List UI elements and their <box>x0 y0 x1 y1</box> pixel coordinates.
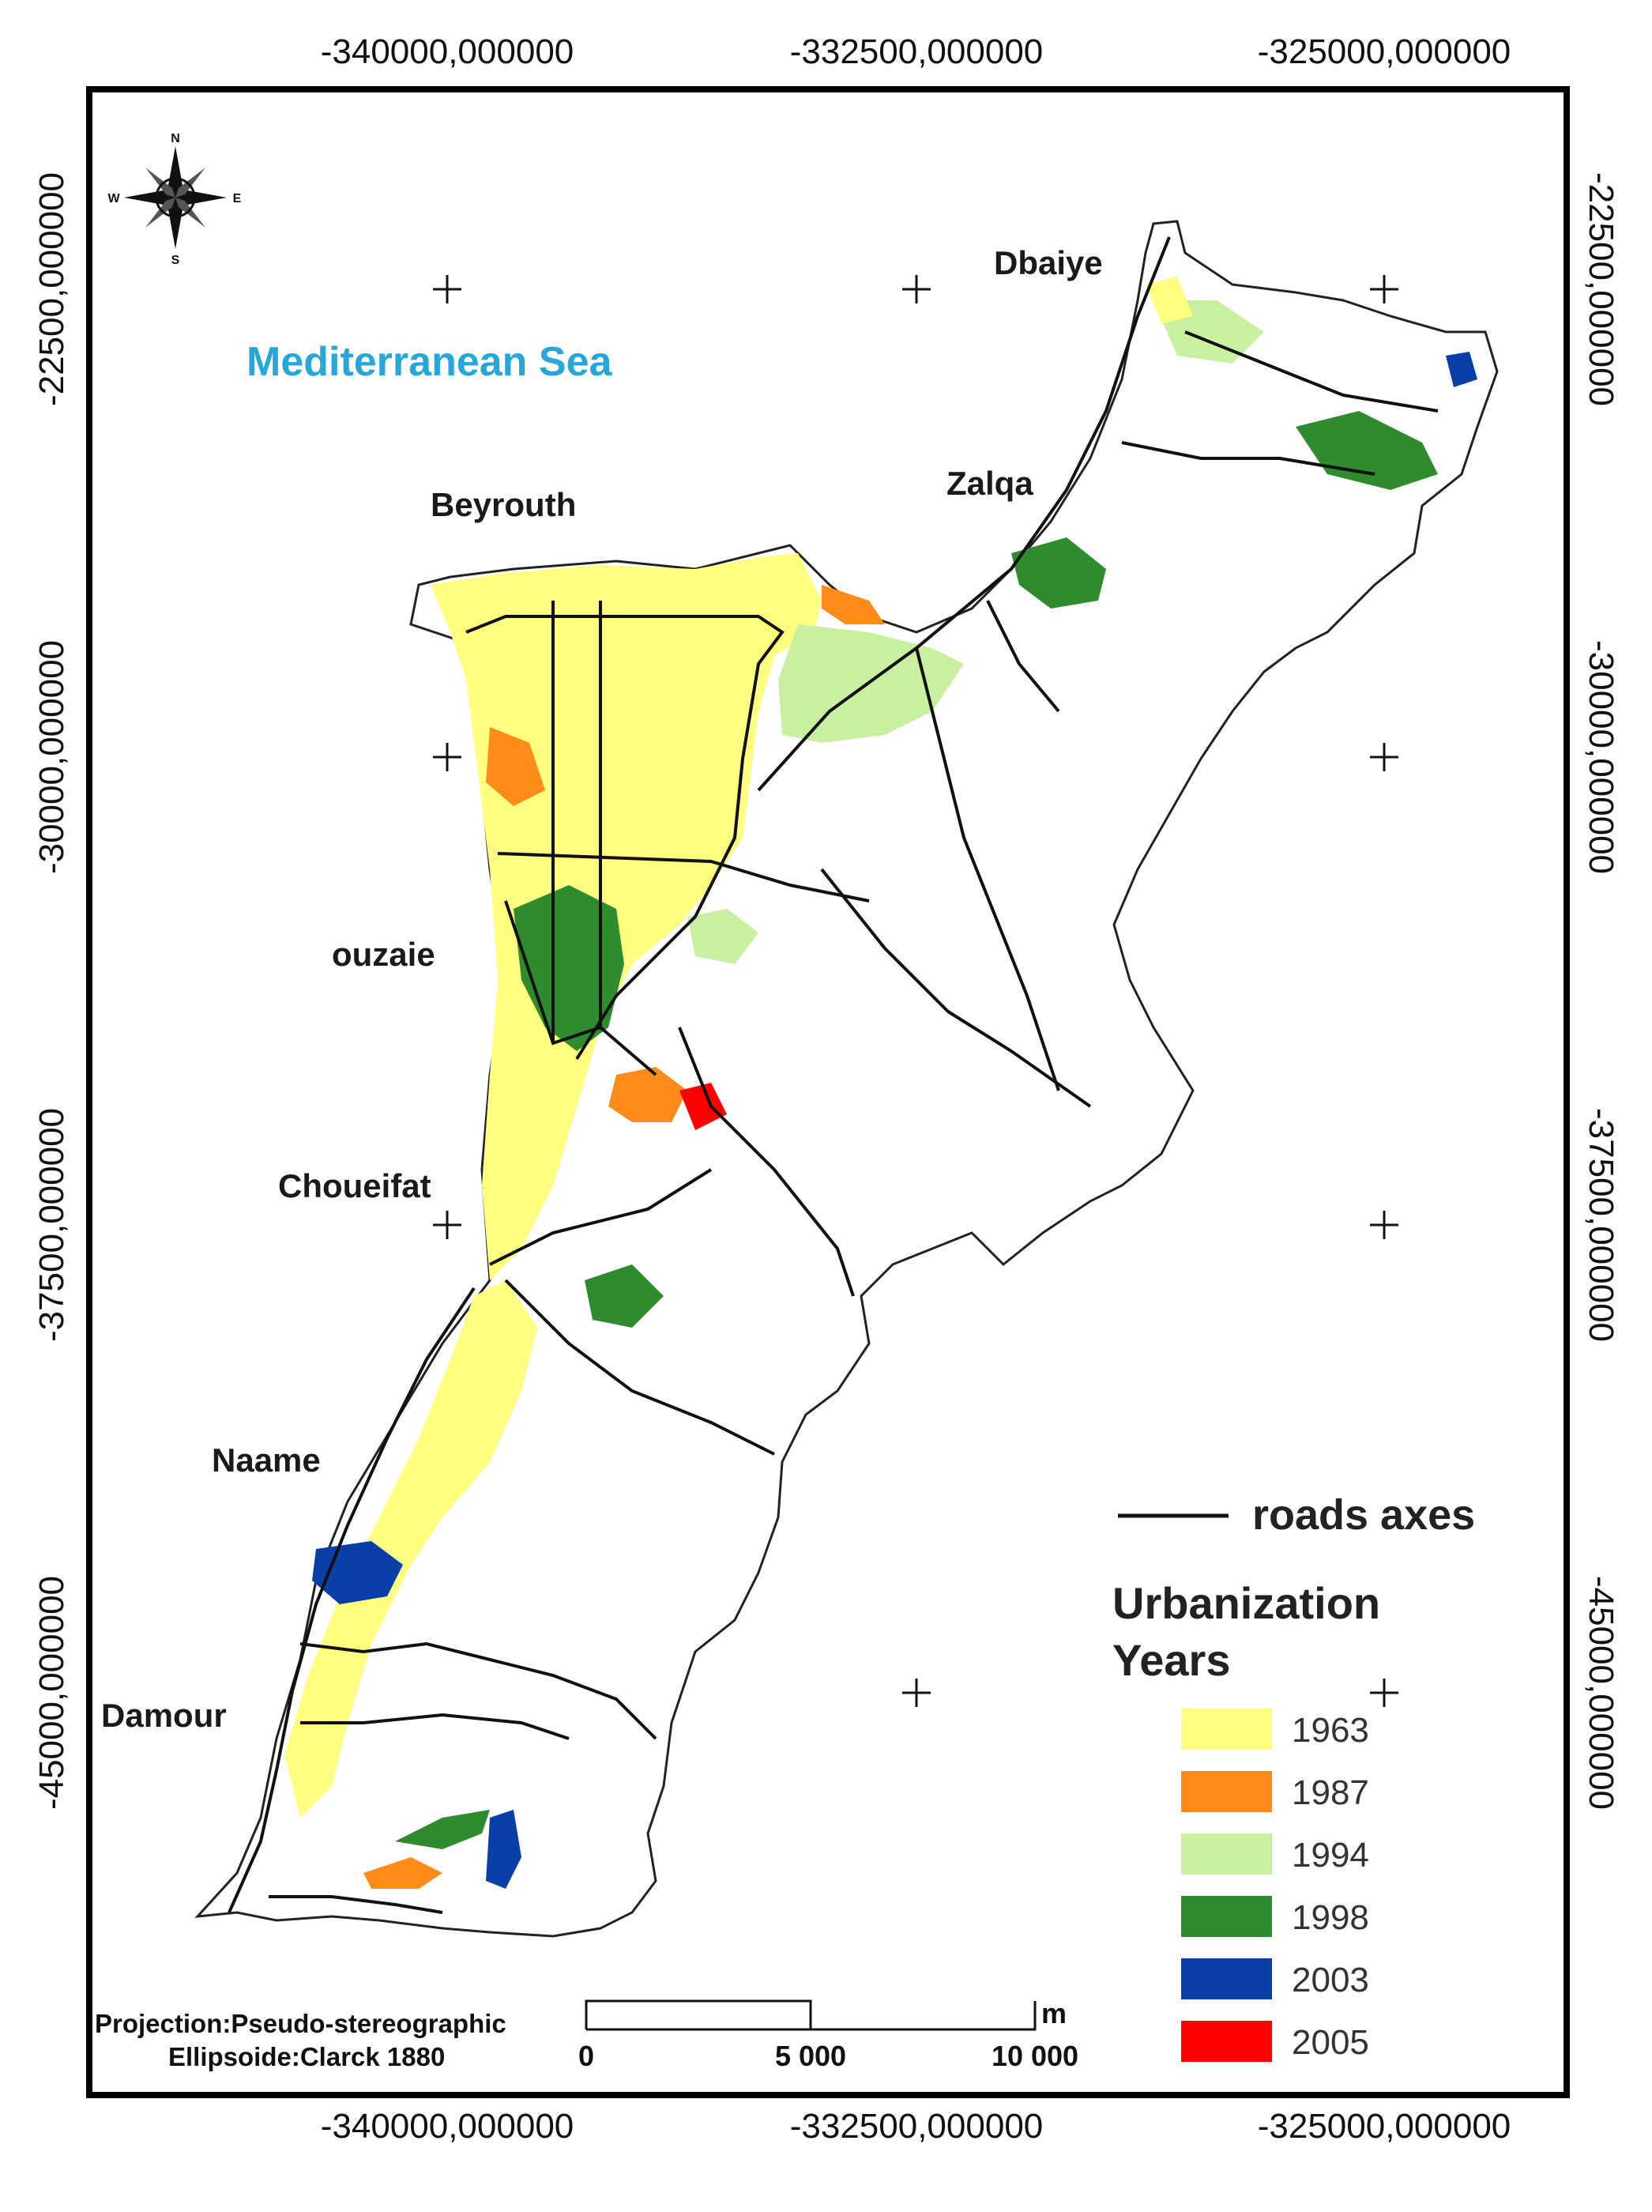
zone-2003-damour <box>486 1810 521 1889</box>
legend-title-line1: Urbanization <box>1112 1578 1380 1628</box>
zone-1987-airport <box>608 1067 687 1122</box>
zone-1963-beirut <box>431 553 822 1280</box>
legend-label-1994: 1994 <box>1292 1836 1369 1875</box>
right-y-tick-4: -45000,000000 <box>1582 1576 1620 1810</box>
place-label-ouzaie: ouzaie <box>332 936 435 973</box>
zone-1998-south-hills <box>585 1264 664 1328</box>
ellipsoid-label: Ellipsoide:Clarck 1880 <box>168 2042 445 2071</box>
scale-label-5000: 5 000 <box>775 2040 846 2072</box>
zone-2005-airport <box>679 1083 727 1130</box>
legend-swatch-2005 <box>1181 2021 1272 2062</box>
zone-1987-damour <box>363 1857 442 1889</box>
sea-label: Mediterranean Sea <box>246 339 612 385</box>
legend-label-2003: 2003 <box>1292 1961 1369 1999</box>
compass-n: N <box>171 132 180 145</box>
right-y-tick-1: -22500,000000 <box>1582 172 1620 406</box>
place-label-damour: Damour <box>101 1697 227 1734</box>
zone-1987-west-beirut <box>486 727 545 806</box>
top-x-tick-2: -332500,000000 <box>790 32 1044 71</box>
legend-swatch-1994 <box>1181 1833 1272 1875</box>
place-label-choueifat: Choueifat <box>278 1167 431 1204</box>
legend-swatch-1998 <box>1181 1896 1272 1937</box>
zone-1963-south <box>284 1280 537 1818</box>
zone-1987-coast-north <box>822 585 885 624</box>
top-x-tick-3: -325000,000000 <box>1258 32 1511 71</box>
scale-label-0: 0 <box>578 2040 594 2072</box>
right-y-tick-3: -37500,000000 <box>1582 1108 1620 1342</box>
legend-label-1998: 1998 <box>1292 1898 1369 1937</box>
compass-s: S <box>171 254 180 267</box>
left-y-tick-1: -22500,000000 <box>32 172 71 406</box>
left-y-tick-4: -45000,000000 <box>32 1576 71 1810</box>
road-network <box>228 236 1439 1914</box>
place-label-dbaiye: Dbaiye <box>994 244 1103 281</box>
legend-swatch-2003 <box>1181 1958 1272 1999</box>
legend-swatch-1987 <box>1181 1771 1272 1812</box>
legend-label-1987: 1987 <box>1292 1773 1369 1812</box>
bottom-x-tick-2: -332500,000000 <box>790 2107 1044 2146</box>
legend-title-line2: Years <box>1112 1635 1231 1685</box>
scale-bar: m 0 5 000 10 000 <box>578 1997 1078 2072</box>
place-label-beyrouth: Beyrouth <box>431 486 576 523</box>
zone-1994-hills <box>687 909 758 964</box>
place-label-naame: Naame <box>212 1441 321 1479</box>
scale-label-10000: 10 000 <box>992 2040 1078 2072</box>
legend-swatch-1963 <box>1181 1709 1272 1750</box>
right-y-tick-2: -30000,000000 <box>1582 640 1620 874</box>
compass-w: W <box>107 192 120 205</box>
bottom-x-tick-1: -340000,000000 <box>321 2107 574 2146</box>
zone-1963-dbaiye <box>1146 277 1193 324</box>
projection-label: Projection:Pseudo-stereographic <box>95 2009 506 2038</box>
legend-roads-label: roads axes <box>1252 1491 1475 1539</box>
legend-label-2005: 2005 <box>1292 2023 1369 2062</box>
legend-items: 1963 1987 1994 1998 2003 2005 <box>1181 1709 1369 2062</box>
compass-rose-icon: N S E W <box>107 132 241 267</box>
left-y-tick-2: -30000,000000 <box>32 640 71 874</box>
legend: roads axes Urbanization Years 1963198719… <box>1112 1491 1475 2062</box>
scale-unit: m <box>1041 1997 1067 2029</box>
zone-1998-dbaiye <box>1296 411 1438 490</box>
place-label-zalqa: Zalqa <box>946 465 1033 502</box>
bottom-x-tick-3: -325000,000000 <box>1258 2107 1511 2146</box>
left-y-tick-3: -37500,000000 <box>32 1108 71 1342</box>
compass-e: E <box>233 192 242 205</box>
top-x-tick-1: -340000,000000 <box>321 32 574 71</box>
zone-2003-east <box>1446 352 1477 387</box>
legend-label-1963: 1963 <box>1292 1711 1369 1750</box>
zone-1998-hills <box>1011 537 1106 609</box>
zone-1998-damour <box>395 1810 490 1849</box>
